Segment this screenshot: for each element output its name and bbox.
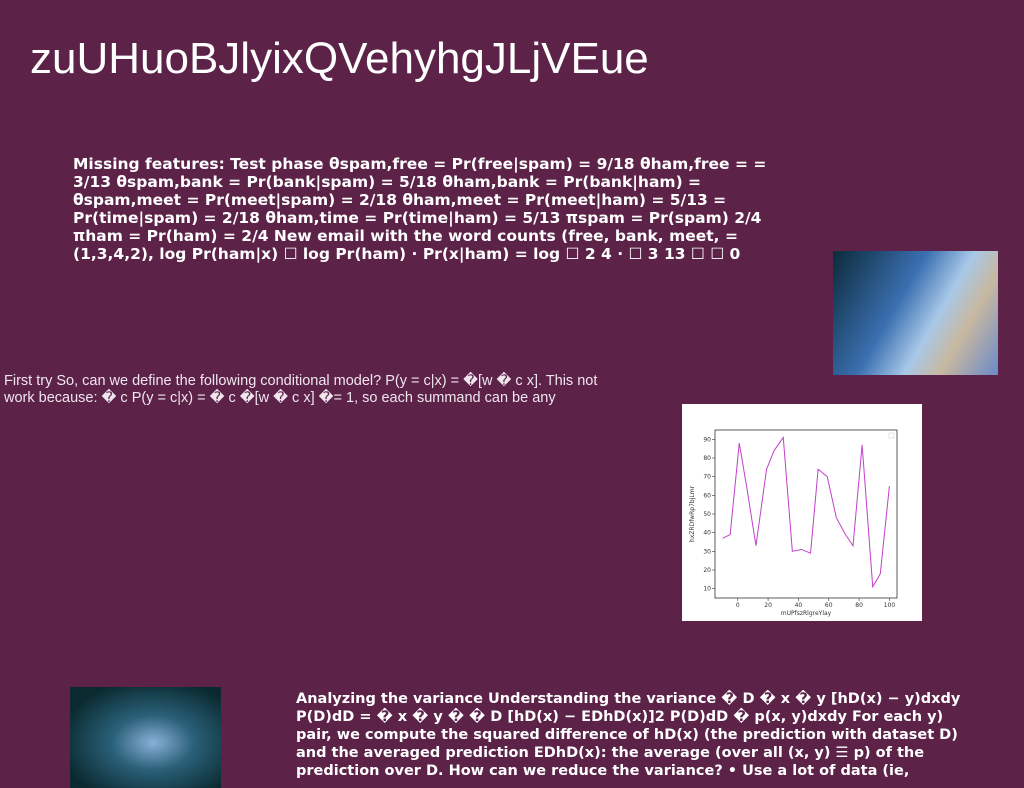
y-tick-label: 50 xyxy=(703,511,711,518)
text-block: Missing features: Test phase θspam,free … xyxy=(73,155,767,263)
x-tick-label: 40 xyxy=(795,602,803,609)
y-tick-label: 90 xyxy=(703,436,711,443)
x-tick-label: 100 xyxy=(884,602,896,609)
legend-box xyxy=(888,432,895,439)
photo xyxy=(70,687,221,788)
x-tick-label: 20 xyxy=(764,602,772,609)
y-tick-label: 70 xyxy=(703,474,711,481)
text-block: First try So, can we define the followin… xyxy=(4,373,598,406)
y-tick-label: 40 xyxy=(703,530,711,537)
y-tick-label: 60 xyxy=(703,492,711,499)
title: zuUHuoBJlyixQVehyhgJLjVEue xyxy=(30,34,649,83)
plot-frame xyxy=(714,429,898,599)
photo xyxy=(833,251,998,375)
text-block: Analyzing the variance Understanding the… xyxy=(296,691,961,779)
line-series xyxy=(722,436,890,589)
x-axis-label: mUPfszRlgreYlay xyxy=(781,610,832,617)
y-tick-label: 20 xyxy=(703,567,711,574)
x-tick-label: 80 xyxy=(855,602,863,609)
x-tick-label: 60 xyxy=(825,602,833,609)
chart: mUPfszRlgreYlay hxZRDfwRp7bjLmr 0 20 40 60 8… xyxy=(682,404,922,621)
y-tick-label: 80 xyxy=(703,455,711,462)
y-tick-label: 30 xyxy=(703,548,711,555)
y-axis-label: hxZRDfwRp7bjLmr xyxy=(689,485,696,542)
y-tick-label: 10 xyxy=(703,586,711,593)
x-tick-label: 0 xyxy=(736,602,740,609)
